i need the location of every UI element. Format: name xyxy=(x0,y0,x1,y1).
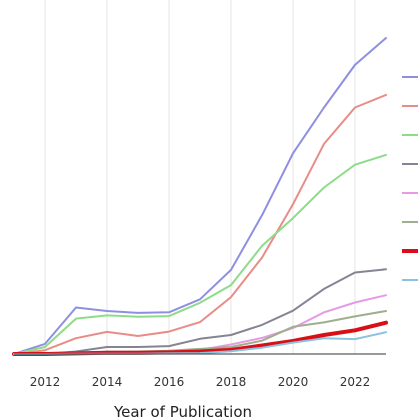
grid xyxy=(44,0,356,354)
x-tick-label-2018: 2018 xyxy=(216,375,247,389)
x-tick-label-2014: 2014 xyxy=(92,375,123,389)
x-tick-label-2020: 2020 xyxy=(278,375,309,389)
series-line-1 xyxy=(13,37,387,355)
series-line-3 xyxy=(13,153,387,355)
legend xyxy=(402,76,418,281)
x-tick-label-2012: 2012 xyxy=(30,375,61,389)
x-tick-labels: 2012 2014 2016 2018 2020 2022 xyxy=(30,375,371,389)
series-line-2 xyxy=(13,93,387,355)
series-lines xyxy=(12,37,388,356)
x-tick-label-2022: 2022 xyxy=(340,375,371,389)
x-tick-label-2016: 2016 xyxy=(154,375,185,389)
x-axis-title: Year of Publication xyxy=(113,403,252,420)
